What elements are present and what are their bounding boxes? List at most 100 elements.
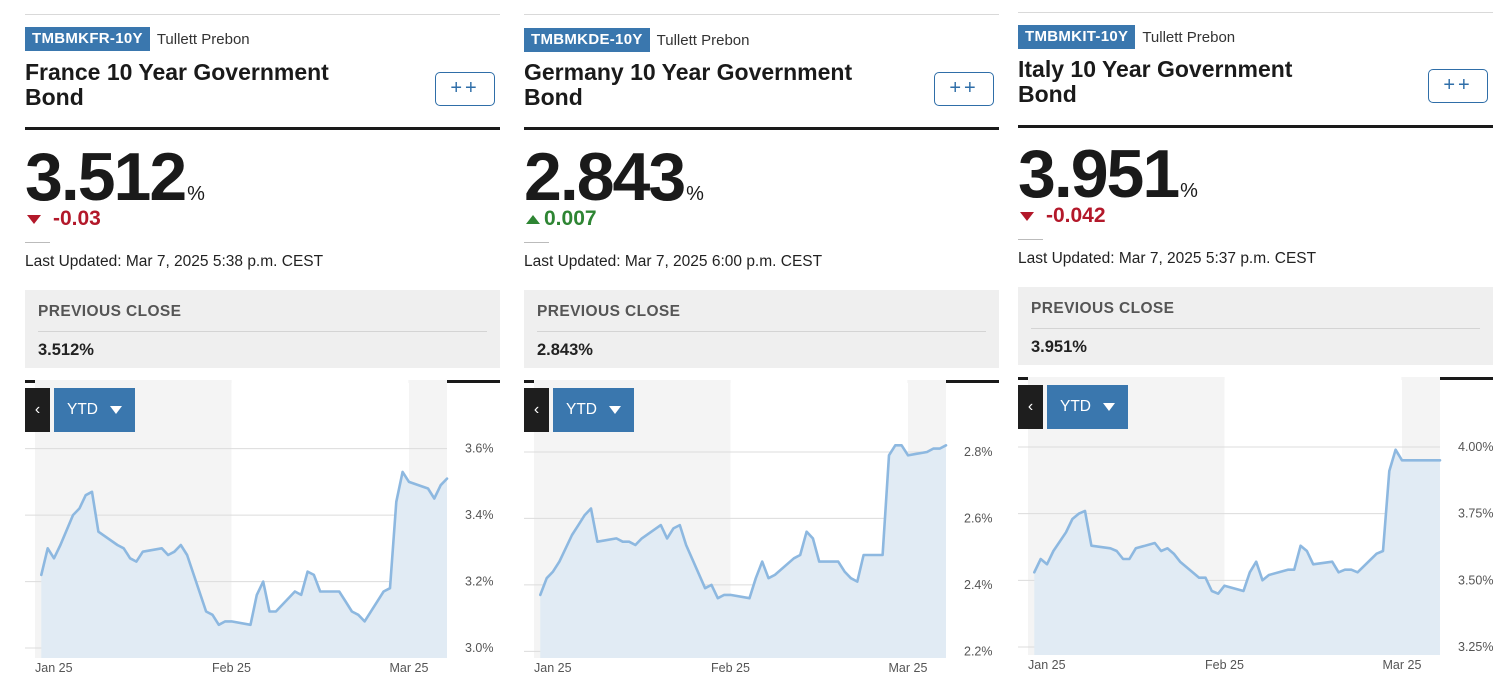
x-tick-label: Jan 25 [35, 661, 73, 675]
y-tick-label: 2.2% [964, 644, 993, 658]
bond-panel-italy: TMBMKIT-10Y Tullett Prebon Italy 10 Year… [1018, 0, 1493, 690]
top-divider [1018, 12, 1493, 13]
top-divider [524, 14, 999, 15]
chart-back-button[interactable]: ‹ [25, 388, 50, 432]
last-updated: Last Updated: Mar 7, 2025 5:38 p.m. CEST [25, 253, 324, 270]
series-line [539, 444, 948, 600]
previous-close-value: 2.843% [537, 341, 593, 359]
x-tick-label: Jan 25 [1028, 658, 1066, 672]
yield-change: -0.03 [25, 207, 101, 231]
previous-close-divider [1031, 328, 1480, 329]
bond-title-line2: Bond [524, 84, 583, 110]
add-to-watchlist-button[interactable]: ++ [435, 72, 495, 106]
yield-change: -0.042 [1018, 204, 1106, 228]
y-tick-label: 3.6% [465, 442, 494, 456]
chart-back-button[interactable]: ‹ [1018, 385, 1043, 429]
yield-value: 3.512 [25, 139, 187, 215]
series-area [41, 471, 448, 658]
yield-price: 2.843 % [524, 139, 704, 215]
y-tick-label: 2.4% [964, 578, 993, 592]
range-label: YTD [566, 401, 597, 418]
yield-unit: % [1180, 180, 1198, 202]
caret-down-icon [110, 406, 122, 414]
previous-close-box: PREVIOUS CLOSE 2.843% [524, 290, 999, 368]
x-tick-label: Feb 25 [1205, 658, 1244, 672]
series-line [1033, 448, 1442, 595]
y-tick-label: 2.6% [964, 511, 993, 525]
bond-title-line1: France 10 Year Government [25, 59, 329, 85]
yield-value: 3.951 [1018, 136, 1180, 212]
y-tick-label: 2.8% [964, 445, 993, 459]
yield-chart: 3.6% 3.4% 3.2% 3.0% Jan 25 Feb 25 Mar 25 [25, 380, 494, 675]
previous-close-value: 3.512% [38, 341, 94, 359]
bond-title-line2: Bond [25, 84, 84, 110]
caret-down-icon [1103, 403, 1115, 411]
short-divider [524, 242, 549, 243]
range-dropdown[interactable]: YTD [1047, 385, 1128, 429]
chart-back-button[interactable]: ‹ [524, 388, 549, 432]
bond-title: France 10 Year Government Bond [25, 60, 405, 110]
series-area [540, 445, 946, 658]
short-divider [25, 242, 50, 243]
change-value: -0.03 [53, 207, 101, 230]
x-tick-label: Mar 25 [889, 661, 928, 675]
caret-down-icon [609, 406, 621, 414]
data-source: Tullett Prebon [156, 30, 250, 48]
ticker-row: TMBMKIT-10Y Tullett Prebon [1018, 25, 1235, 49]
y-tick-label: 4.00% [1458, 440, 1493, 454]
yield-price: 3.951 % [1018, 136, 1198, 212]
yield-unit: % [187, 183, 205, 205]
y-tick-label: 3.2% [465, 575, 494, 589]
bond-title-line1: Italy 10 Year Government [1018, 56, 1293, 82]
add-to-watchlist-button[interactable]: ++ [1428, 69, 1488, 103]
down-arrow-icon [1020, 211, 1034, 221]
previous-close-label: PREVIOUS CLOSE [537, 303, 681, 320]
down-arrow-icon [27, 214, 41, 224]
range-label: YTD [1060, 398, 1091, 415]
last-updated: Last Updated: Mar 7, 2025 5:37 p.m. CEST [1018, 250, 1317, 267]
title-divider [524, 127, 999, 130]
previous-close-divider [537, 331, 986, 332]
ticker-symbol[interactable]: TMBMKDE-10Y [524, 28, 650, 52]
bond-title: Germany 10 Year Government Bond [524, 60, 904, 110]
previous-close-label: PREVIOUS CLOSE [38, 303, 182, 320]
yield-change: 0.007 [524, 207, 597, 231]
bond-title-line1: Germany 10 Year Government [524, 59, 853, 85]
last-updated: Last Updated: Mar 7, 2025 6:00 p.m. CEST [524, 253, 823, 270]
series-line [40, 470, 449, 627]
change-value: -0.042 [1046, 204, 1106, 227]
data-source: Tullett Prebon [656, 31, 750, 49]
x-tick-label: Mar 25 [390, 661, 429, 675]
series-area [1034, 449, 1440, 655]
yield-value: 2.843 [524, 139, 686, 215]
ticker-symbol[interactable]: TMBMKIT-10Y [1018, 25, 1136, 49]
data-source: Tullett Prebon [1142, 28, 1236, 46]
yield-price: 3.512 % [25, 139, 205, 215]
x-tick-label: Mar 25 [1383, 658, 1422, 672]
range-dropdown[interactable]: YTD [553, 388, 634, 432]
x-tick-label: Jan 25 [534, 661, 572, 675]
y-tick-label: 3.75% [1458, 507, 1493, 521]
yield-unit: % [686, 183, 704, 205]
x-tick-label: Feb 25 [212, 661, 251, 675]
y-tick-label: 3.25% [1458, 640, 1493, 654]
top-divider [25, 14, 500, 15]
previous-close-label: PREVIOUS CLOSE [1031, 300, 1175, 317]
previous-close-box: PREVIOUS CLOSE 3.951% [1018, 287, 1493, 365]
range-dropdown[interactable]: YTD [54, 388, 135, 432]
previous-close-box: PREVIOUS CLOSE 3.512% [25, 290, 500, 368]
previous-close-divider [38, 331, 487, 332]
ticker-row: TMBMKFR-10Y Tullett Prebon [25, 27, 250, 51]
range-label: YTD [67, 401, 98, 418]
change-value: 0.007 [544, 207, 597, 230]
ticker-symbol[interactable]: TMBMKFR-10Y [25, 27, 150, 51]
title-divider [1018, 125, 1493, 128]
title-divider [25, 127, 500, 130]
ticker-row: TMBMKDE-10Y Tullett Prebon [524, 28, 749, 52]
bond-panel-france: TMBMKFR-10Y Tullett Prebon France 10 Yea… [25, 0, 500, 690]
add-to-watchlist-button[interactable]: ++ [934, 72, 994, 106]
bond-title: Italy 10 Year Government Bond [1018, 57, 1398, 107]
bond-panel-germany: TMBMKDE-10Y Tullett Prebon Germany 10 Ye… [524, 0, 999, 690]
bond-title-line2: Bond [1018, 81, 1077, 107]
up-arrow-icon [526, 214, 540, 224]
